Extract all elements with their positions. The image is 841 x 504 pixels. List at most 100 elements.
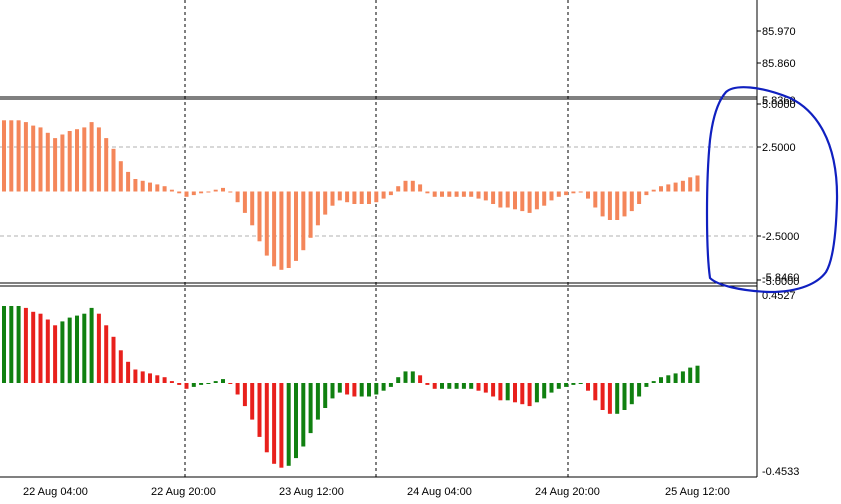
- green-red-histogram-bar: [352, 383, 357, 397]
- orange-histogram-bar: [637, 191, 642, 204]
- orange-histogram-bar: [651, 189, 656, 192]
- time-label-2: 22 Aug 20:00: [151, 486, 216, 498]
- orange-histogram-bar: [644, 191, 649, 196]
- green-red-histogram-bar: [228, 383, 233, 384]
- green-red-histogram-bar: [323, 383, 328, 408]
- green-red-histogram-bar: [461, 383, 466, 389]
- osc-extra-label-bottom: -5.8460: [762, 272, 799, 284]
- orange-histogram-bar: [432, 191, 437, 197]
- orange-histogram: [2, 120, 700, 270]
- green-red-histogram-bar: [483, 383, 488, 393]
- orange-histogram-bar: [89, 122, 94, 192]
- orange-histogram-bar: [9, 120, 14, 192]
- orange-histogram-bar: [257, 191, 262, 242]
- orange-histogram-bar: [622, 191, 627, 217]
- green-red-histogram-bar: [221, 379, 225, 383]
- orange-histogram-bar: [177, 191, 182, 194]
- orange-histogram-bar: [118, 161, 123, 192]
- green-red-histogram-bar: [695, 365, 700, 383]
- orange-histogram-bar: [498, 191, 503, 208]
- orange-histogram-bar: [23, 122, 28, 192]
- orange-histogram-bar: [294, 191, 298, 261]
- orange-histogram-bar: [418, 184, 423, 192]
- orange-histogram-bar: [388, 191, 393, 196]
- orange-histogram-bar: [330, 191, 335, 206]
- green-red-histogram-bar: [53, 325, 58, 384]
- green-red-histogram-bar: [622, 383, 627, 410]
- orange-histogram-bar: [607, 191, 612, 220]
- orange-histogram-bar: [659, 186, 663, 192]
- green-red-histogram-bar: [388, 383, 393, 387]
- orange-histogram-bar: [315, 191, 320, 226]
- orange-histogram-bar: [45, 132, 50, 192]
- green-red-histogram-bar: [337, 383, 342, 393]
- green-red-histogram-bar: [345, 383, 350, 395]
- orange-histogram-bar: [16, 120, 21, 192]
- green-red-histogram-bar: [564, 383, 569, 387]
- green-red-histogram-bar: [111, 336, 116, 383]
- orange-histogram-bar: [213, 189, 218, 192]
- orange-histogram-bar: [242, 191, 247, 213]
- green-red-histogram-bar: [75, 315, 79, 383]
- green-red-histogram-bar: [644, 383, 649, 387]
- orange-histogram-bar: [67, 131, 72, 192]
- orange-histogram-bar: [60, 134, 65, 192]
- green-red-histogram-bar: [199, 383, 204, 385]
- chart-frame: [0, 0, 761, 478]
- orange-histogram-bar: [440, 191, 444, 197]
- green-red-histogram-bar: [359, 383, 364, 397]
- green-red-histogram-bar: [520, 383, 525, 405]
- orange-histogram-bar: [483, 191, 488, 201]
- orange-histogram-bar: [571, 191, 576, 194]
- green-red-histogram-bar: [257, 383, 262, 437]
- green-red-histogram-bar: [38, 313, 43, 383]
- orange-histogram-bar: [454, 191, 459, 197]
- orange-histogram-bar: [469, 191, 474, 197]
- orange-histogram-bar: [666, 184, 671, 192]
- orange-histogram-bar: [359, 191, 364, 204]
- green-red-histogram-bar: [272, 383, 277, 464]
- green-red-histogram-bar: [549, 383, 554, 393]
- green-red-histogram-bar: [279, 383, 284, 468]
- orange-histogram-bar: [155, 184, 160, 192]
- green-red-histogram-bar: [264, 383, 269, 453]
- orange-histogram-bar: [367, 191, 371, 204]
- orange-histogram-bar: [228, 191, 233, 193]
- green-red-histogram-bar: [593, 383, 598, 401]
- green-red-histogram-bar: [191, 383, 196, 387]
- orange-histogram-bar: [235, 191, 240, 203]
- green-red-histogram-bar: [250, 383, 255, 420]
- green-red-histogram-bar: [615, 383, 620, 414]
- orange-histogram-bar: [425, 191, 430, 194]
- price-tick-label-bottom: 85.860: [762, 58, 796, 70]
- orange-histogram-bar: [527, 191, 532, 213]
- orange-histogram-bar: [586, 191, 590, 199]
- orange-histogram-bar: [221, 187, 225, 192]
- green-red-histogram-bar: [374, 383, 379, 395]
- orange-histogram-bar: [75, 129, 79, 192]
- orange-histogram-bar: [680, 180, 685, 192]
- green-red-histogram-bar: [2, 306, 6, 383]
- green-red-histogram-bar: [301, 383, 306, 447]
- horizontal-grid: [0, 146, 757, 237]
- green-red-histogram-bar: [294, 383, 298, 459]
- orange-histogram-bar: [352, 191, 357, 204]
- green-red-histogram-bar: [184, 383, 189, 389]
- osc-tick-label-2-5: 2.5000: [762, 142, 796, 154]
- green-red-histogram-bar: [651, 381, 656, 383]
- green-red-histogram-bar: [542, 383, 547, 399]
- osc-tick-label-5: 5.0000: [762, 99, 796, 111]
- green-red-histogram-bar: [607, 383, 612, 414]
- green-red-histogram-bar: [381, 383, 386, 391]
- orange-histogram-bar: [615, 191, 620, 220]
- green-red-histogram-bar: [169, 381, 174, 383]
- green-red-histogram-bar: [45, 319, 50, 383]
- osc-tick-label-neg-2-5: -2.5000: [762, 231, 799, 243]
- green-red-histogram-bar: [447, 383, 452, 389]
- green-red-histogram-bar: [403, 371, 408, 383]
- orange-histogram-bar: [337, 191, 342, 201]
- green-red-histogram-bar: [235, 383, 240, 395]
- green-red-histogram-bar: [60, 321, 65, 383]
- orange-histogram-bar: [126, 171, 131, 192]
